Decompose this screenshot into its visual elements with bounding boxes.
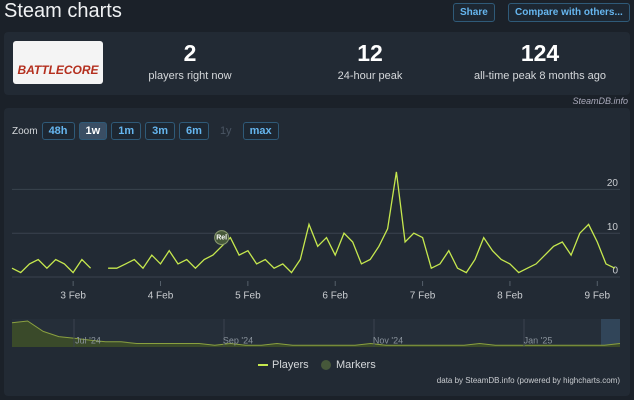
x-tick-label: 9 Feb	[584, 291, 610, 302]
y-tick-label: 10	[607, 222, 619, 233]
navigator-area	[12, 321, 620, 347]
navigator-label: Sep '24	[223, 335, 253, 345]
x-tick-label: 8 Feb	[497, 291, 523, 302]
x-tick-label: 4 Feb	[148, 291, 174, 302]
players-line	[11, 171, 616, 274]
legend-swatch	[321, 360, 331, 370]
y-tick-label: 20	[607, 178, 619, 189]
compare-button[interactable]: Compare with others...	[508, 3, 630, 22]
marker-label: Rel	[216, 234, 227, 241]
zoom-button[interactable]: 6m	[179, 122, 209, 140]
x-tick-label: 3 Feb	[60, 291, 86, 302]
zoom-bar: Zoom 48h 1w 1m 3m 6m 1y max	[12, 122, 279, 140]
source: SteamDB.info	[572, 96, 628, 106]
stat: 12 24-hour peak	[280, 40, 460, 82]
zoom-button[interactable]: 1m	[111, 122, 142, 140]
zoom-button: 1y	[219, 125, 232, 137]
zoom-label: Zoom	[12, 125, 38, 137]
navigator-label: Jul '24	[75, 335, 101, 345]
stat: 124 all-time peak 8 months ago	[450, 40, 630, 82]
stat-value: 2	[183, 40, 197, 66]
navigator-label: Nov '24	[373, 335, 403, 345]
zoom-button[interactable]: 3m	[145, 122, 176, 140]
navigator-window[interactable]	[601, 319, 620, 347]
stat-label: 24-hour peak	[337, 70, 403, 82]
stats-panel: BATTLECORE 2 players right now 12 24-hour …	[4, 32, 630, 95]
stat-label: all-time peak 8 months ago	[473, 70, 607, 82]
legend-label: Markers	[336, 359, 376, 371]
share-button[interactable]: Share	[453, 3, 495, 22]
stat: 2 players right now	[100, 40, 280, 82]
navigator-label: Jan '25	[524, 335, 553, 345]
zoom-button[interactable]: max	[242, 122, 279, 140]
stat-label: players right now	[148, 70, 232, 82]
zoom-button[interactable]: 48h	[41, 122, 75, 140]
game-logo: BATTLECORE	[13, 41, 103, 84]
x-tick-label: 7 Feb	[410, 291, 436, 302]
page-title: Steam charts	[4, 0, 122, 22]
credit: data by SteamDB.info (powered by highcha…	[437, 376, 621, 385]
navigator-line	[11, 320, 621, 346]
chart-panel	[4, 108, 630, 396]
stat-value: 124	[520, 40, 560, 66]
x-tick-label: 6 Feb	[322, 291, 348, 302]
x-tick-label: 5 Feb	[235, 291, 261, 302]
legend-label: Players	[272, 359, 309, 371]
marker	[214, 230, 230, 246]
zoom-button[interactable]: 1w	[78, 122, 108, 140]
y-tick-label: 0	[612, 266, 618, 277]
stat-value: 12	[357, 40, 383, 66]
